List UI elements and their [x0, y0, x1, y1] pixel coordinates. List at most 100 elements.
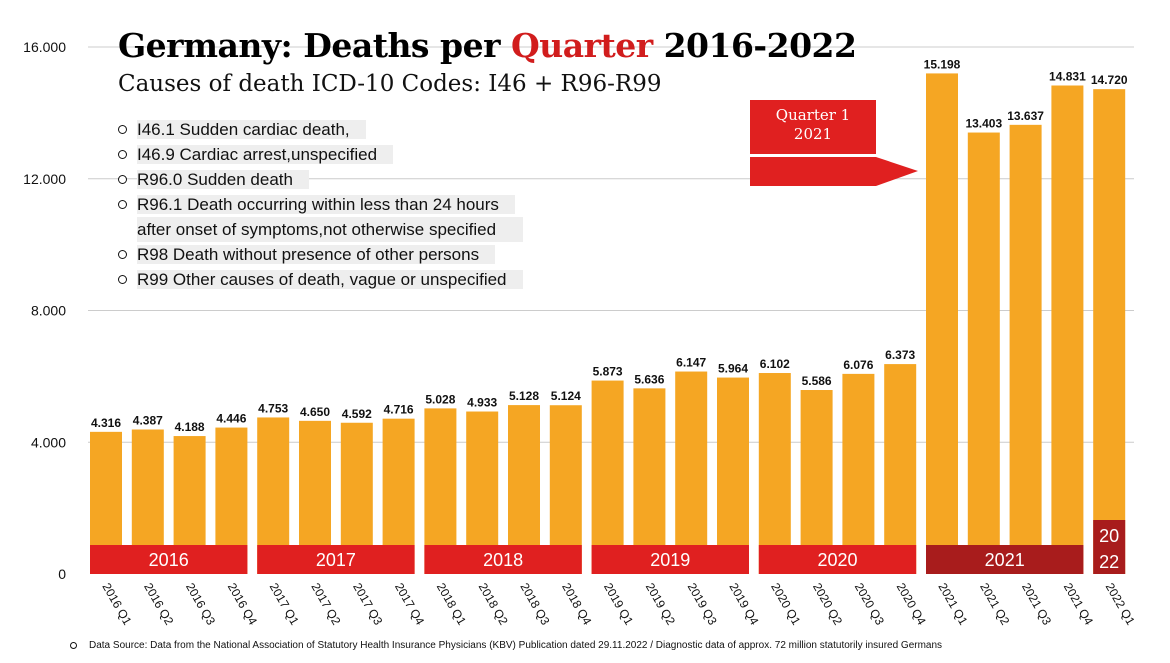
callout-box: [750, 100, 876, 154]
value-label: 6.076: [843, 358, 873, 372]
x-tick-label: 2018 Q2: [476, 581, 511, 628]
x-tick-label: 2020 Q2: [810, 581, 845, 628]
x-tick-label: 2019 Q2: [643, 581, 678, 628]
year-band: [90, 545, 248, 574]
icd-code-list: I46.1 Sudden cardiac death, I46.9 Cardia…: [116, 117, 523, 292]
x-tick-label: 2016 Q2: [141, 581, 176, 628]
value-label: 14.720: [1091, 73, 1128, 87]
bar: [1051, 85, 1084, 574]
value-labels: 4.316 4.387 4.188 4.446 4.753 4.650 4.592 4.716…: [91, 57, 1128, 434]
value-label: 4.316: [91, 416, 121, 430]
x-tick-label: 2017 Q1: [267, 581, 302, 628]
value-label: 4.446: [216, 412, 246, 426]
y-tick-label: 8.000: [31, 303, 66, 319]
data-source-note: Data Source: Data from the National Asso…: [70, 640, 942, 651]
x-tick-label: 2019 Q1: [601, 581, 636, 628]
value-label: 15.198: [924, 57, 961, 71]
x-tick-label: 2021 Q4: [1061, 581, 1096, 628]
icd-item-text: R96.0 Sudden death: [137, 170, 309, 189]
x-tick-label: 2018 Q4: [559, 581, 594, 628]
value-label: 6.102: [760, 357, 790, 371]
bar: [884, 364, 917, 574]
x-tick-label: 2021 Q2: [977, 581, 1012, 628]
chart-subtitle: Causes of death ICD-10 Codes: I46 + R96-…: [118, 71, 662, 97]
year-band: [257, 545, 415, 574]
value-label: 4.650: [300, 405, 330, 419]
year-band: [591, 545, 749, 574]
bar: [717, 377, 749, 574]
year-band: [424, 545, 582, 574]
bar: [800, 390, 833, 574]
bar: [591, 380, 624, 574]
icd-item: I46.1 Sudden cardiac death,: [116, 117, 523, 142]
chart-header: Germany: Deaths per Quarter 2016-2022 Ca…: [118, 26, 857, 97]
bullet-icon: [70, 641, 77, 649]
y-axis-ticks: 0 4.000 8.000 12.000 16.000: [23, 39, 66, 582]
bar: [675, 371, 708, 574]
icd-item: I46.9 Cardiac arrest,unspecified: [116, 142, 523, 167]
bar: [967, 132, 1000, 574]
year-band-label: 2018: [483, 550, 523, 570]
value-label: 5.964: [718, 362, 748, 376]
y-tick-label: 12.000: [23, 171, 66, 187]
year-band-label: 2017: [316, 550, 356, 570]
value-label: 5.873: [593, 365, 623, 379]
bar: [1009, 124, 1042, 575]
value-label: 5.028: [425, 392, 455, 406]
icd-item-text: I46.1 Sudden cardiac death,: [137, 120, 366, 139]
value-label: 5.636: [634, 372, 664, 386]
chart-title: Germany: Deaths per Quarter 2016-2022: [118, 26, 857, 65]
x-tick-label: 2021 Q3: [1019, 581, 1054, 628]
callout-line-2: 2021: [793, 125, 833, 143]
year-band: [1093, 520, 1126, 574]
bar: [926, 73, 958, 574]
bar: [1093, 89, 1126, 574]
x-tick-label: 2019 Q3: [685, 581, 720, 628]
icd-item-text: R98 Death without presence of other pers…: [137, 245, 496, 264]
bar: [633, 388, 666, 574]
year-band: [758, 545, 917, 574]
year-band-label: 20: [1099, 526, 1119, 546]
icd-item: R98 Death without presence of other pers…: [116, 242, 523, 267]
value-label: 5.128: [509, 389, 539, 403]
callout-line-1: Quarter 1: [775, 106, 851, 124]
callout-arrow: [750, 100, 918, 186]
x-tick-label: 2017 Q3: [350, 581, 385, 628]
icd-item-text: R99 Other causes of death, vague or unsp…: [137, 270, 523, 289]
source-text: Data Source: Data from the National Asso…: [89, 640, 943, 651]
y-tick-label: 0: [58, 566, 66, 582]
year-band: [926, 545, 1084, 574]
x-tick-label: 2017 Q2: [308, 581, 343, 628]
x-tick-label: 2016 Q1: [99, 581, 134, 628]
x-tick-label: 2017 Q4: [392, 581, 427, 628]
value-label: 5.124: [551, 389, 581, 403]
icd-item-text: I46.9 Cardiac arrest,unspecified: [137, 145, 394, 164]
x-tick-label: 2020 Q1: [768, 581, 803, 628]
value-label: 4.753: [258, 401, 288, 415]
value-label: 13.403: [965, 117, 1002, 131]
title-part-2: 2016-2022: [652, 26, 857, 65]
x-tick-label: 2018 Q3: [517, 581, 552, 628]
x-tick-label: 2016 Q4: [225, 581, 260, 628]
value-label: 13.637: [1007, 109, 1044, 123]
icd-item: R96.1 Death occurring within less than 2…: [116, 192, 523, 242]
value-label: 4.188: [175, 420, 205, 434]
value-label: 4.387: [133, 414, 163, 428]
x-axis-ticks: 2016 Q1 2016 Q2 2016 Q3 2016 Q4 2017 Q1 2017 …: [99, 581, 1138, 628]
title-highlight: Quarter: [510, 26, 653, 65]
x-tick-label: 2022 Q1: [1103, 581, 1138, 628]
icd-item: R99 Other causes of death, vague or unsp…: [116, 267, 523, 292]
x-tick-label: 2021 Q1: [935, 581, 970, 628]
year-band-label: 2020: [817, 550, 857, 570]
value-label: 4.592: [342, 407, 372, 421]
year-band-label: 2019: [650, 550, 690, 570]
y-tick-label: 16.000: [23, 39, 66, 55]
x-tick-label: 2018 Q1: [434, 581, 469, 628]
bar: [758, 373, 791, 574]
callout-label: Quarter 1 2021: [750, 106, 876, 144]
value-label: 14.831: [1049, 70, 1086, 84]
title-part-1: Germany: Deaths per: [118, 26, 511, 65]
x-tick-label: 2019 Q4: [726, 581, 761, 628]
